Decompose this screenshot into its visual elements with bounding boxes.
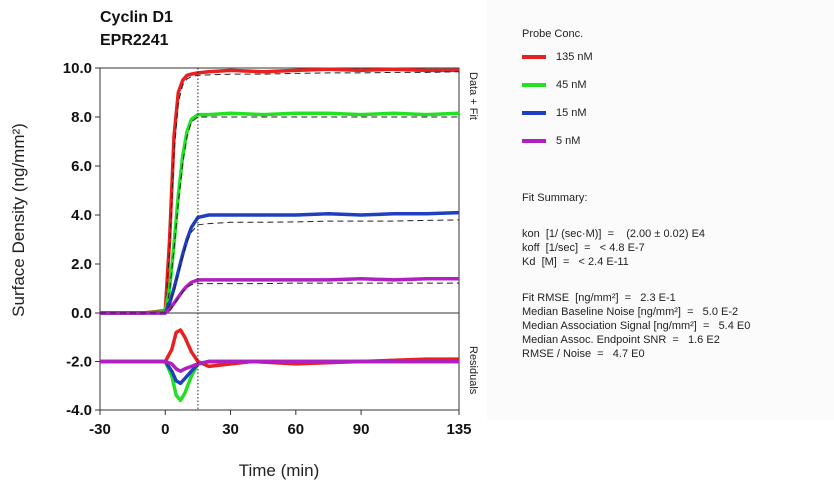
residual-line-5nm bbox=[100, 359, 459, 373]
fit-summary-rmse-noise: RMSE / Noise = 4.7 E0 bbox=[522, 348, 645, 360]
x-tick-label: 90 bbox=[353, 421, 370, 438]
legend-swatch-45nm bbox=[522, 83, 546, 87]
residual-y-ticks: -2.0 -4.0 bbox=[66, 354, 100, 419]
legend-label-45nm: 45 nM bbox=[556, 79, 587, 91]
x-ticks: -30 0 30 60 90 135 bbox=[89, 410, 472, 438]
legend-item-45nm: 45 nM bbox=[522, 78, 587, 92]
legend-item-5nm: 5 nM bbox=[522, 134, 580, 148]
fit-summary-rmse: Fit RMSE [ng/mm²] = 2.3 E-1 bbox=[522, 292, 676, 304]
residual-y-tick-label: -4.0 bbox=[66, 402, 92, 419]
legend-label-5nm: 5 nM bbox=[556, 135, 581, 147]
legend-title: Probe Conc. bbox=[522, 28, 584, 40]
legend-swatch-15nm bbox=[522, 111, 546, 115]
residual-y-tick-label: -2.0 bbox=[66, 354, 92, 371]
fit-line-45nm bbox=[100, 116, 459, 314]
panel-label-residual: Residuals bbox=[467, 346, 479, 395]
main-plot-frame bbox=[99, 67, 460, 314]
fit-summary-heading: Fit Summary: bbox=[522, 192, 588, 204]
fit-summary-koff: koff [1/sec] = < 4.8 E-7 bbox=[522, 242, 645, 254]
legend-label-135nm: 135 nM bbox=[556, 51, 593, 63]
residual-line-45nm bbox=[100, 359, 459, 403]
main-y-tick-label: 2.0 bbox=[71, 256, 92, 273]
fit-summary-kd: Kd [M] = < 2.4 E-11 bbox=[522, 256, 629, 268]
fit-summary-kon: kon [1/ (sec·M)] = (2.00 ± 0.02) E4 bbox=[522, 228, 706, 240]
x-tick-label: 135 bbox=[446, 421, 471, 438]
main-series-layer bbox=[100, 67, 460, 315]
legend-panel: Probe Conc. 135 nM 45 nM 15 nM 5 nM Fit … bbox=[487, 0, 834, 420]
residual-line-15nm bbox=[100, 359, 459, 386]
fit-line-135nm bbox=[100, 71, 460, 314]
main-y-ticks: 10.0 8.0 6.0 4.0 2.0 0.0 bbox=[63, 60, 100, 322]
fit-summary-endpoint-snr: Median Assoc. Endpoint SNR = 1.6 E2 bbox=[522, 334, 720, 346]
y-axis-title: Surface Density (ng/mm²) bbox=[9, 123, 28, 317]
legend-swatch-5nm bbox=[522, 139, 546, 143]
x-tick-label: 30 bbox=[222, 421, 239, 438]
residual-series-layer bbox=[100, 328, 459, 403]
main-y-tick-label: 4.0 bbox=[71, 207, 92, 224]
legend-label-15nm: 15 nM bbox=[556, 107, 587, 119]
x-tick-label: 60 bbox=[287, 421, 304, 438]
legend-item-15nm: 15 nM bbox=[522, 106, 587, 120]
main-y-tick-label: 6.0 bbox=[71, 158, 92, 175]
fit-line-15nm bbox=[100, 219, 460, 314]
legend-swatch-135nm bbox=[522, 55, 546, 59]
x-tick-label: -30 bbox=[89, 421, 111, 438]
main-y-tick-label: 8.0 bbox=[71, 109, 92, 126]
x-axis-title: Time (min) bbox=[239, 461, 320, 480]
chart-title-line-1: Cyclin D1 bbox=[100, 9, 173, 26]
x-tick-label: 0 bbox=[161, 421, 169, 438]
series-line-15nm bbox=[100, 210, 460, 315]
panel-label-main: Data + Fit bbox=[467, 72, 479, 120]
legend-item-135nm: 135 nM bbox=[522, 50, 593, 64]
main-y-tick-label: 10.0 bbox=[63, 60, 92, 77]
fit-line-5nm bbox=[100, 282, 459, 314]
chart-title-line-2: EPR2241 bbox=[100, 32, 169, 49]
fit-summary-assoc-signal: Median Association Signal [ng/mm²] = 5.4… bbox=[522, 320, 751, 332]
fit-summary-baseline-noise: Median Baseline Noise [ng/mm²] = 5.0 E-2 bbox=[522, 306, 739, 318]
main-y-tick-label: 0.0 bbox=[71, 305, 92, 322]
series-line-5nm bbox=[100, 276, 459, 315]
series-line-135nm bbox=[100, 67, 459, 315]
